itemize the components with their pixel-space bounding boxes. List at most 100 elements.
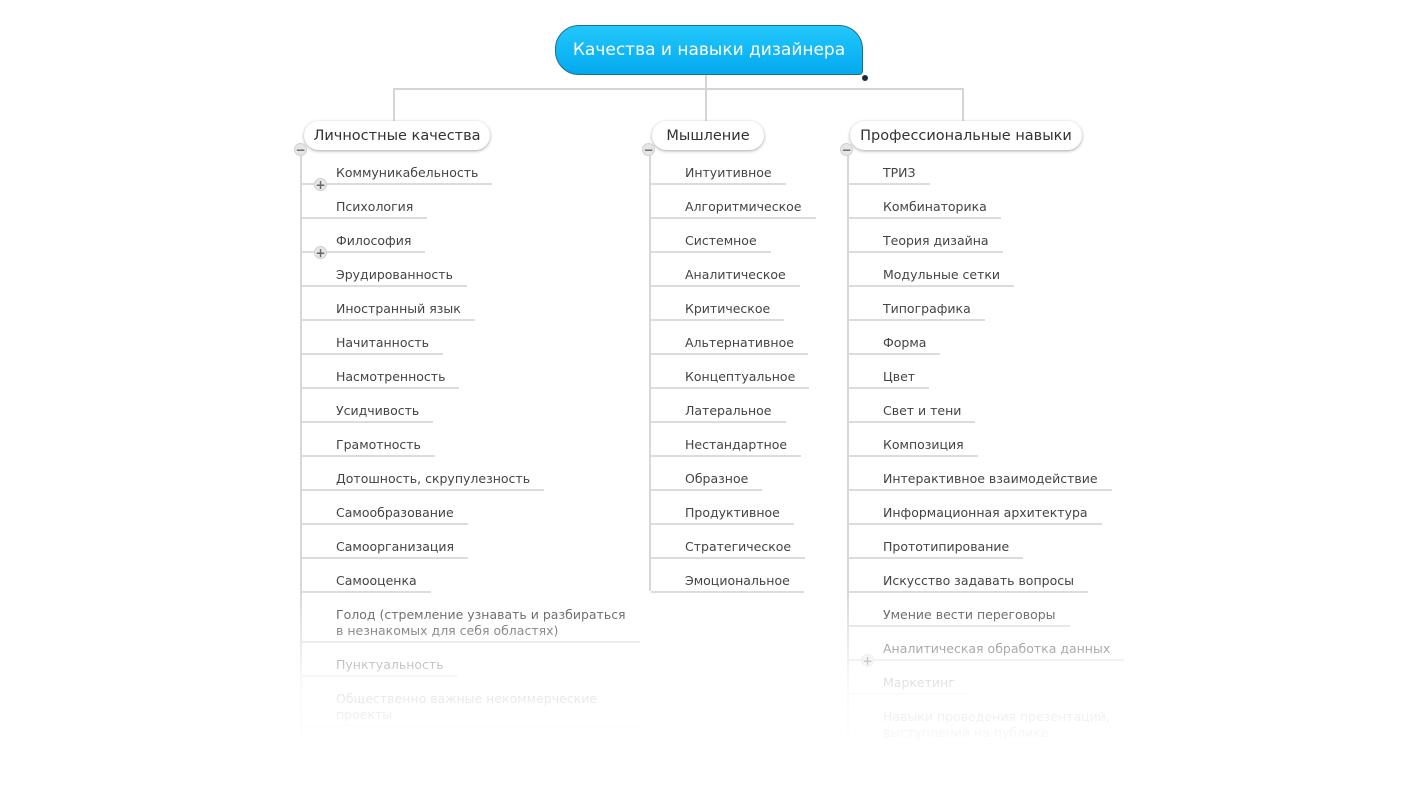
list-item[interactable]: Альтернативное: [651, 335, 808, 355]
root-topic-label: Качества и навыки дизайнера: [572, 40, 846, 60]
item-label: Форма: [883, 335, 927, 350]
root-handle[interactable]: [862, 75, 868, 81]
item-label: Прототипирование: [883, 539, 1010, 554]
list-item[interactable]: Информационная архитектура: [849, 505, 1102, 525]
list-item[interactable]: Иностранный язык: [302, 301, 475, 321]
item-label: Латеральное: [685, 403, 772, 418]
item-label: Образное: [685, 471, 749, 486]
item-label: Комбинаторика: [883, 199, 987, 214]
list-item[interactable]: Концептуальное: [651, 369, 810, 389]
item-label: Информационная архитектура: [883, 505, 1088, 520]
list-item[interactable]: Форма: [849, 335, 941, 355]
list-item[interactable]: Прототипирование: [849, 539, 1024, 559]
list-item[interactable]: Голод (стремление узнавать и разбираться…: [302, 607, 640, 643]
item-label: Интуитивное: [685, 165, 772, 180]
item-label: Алгоритмическое: [685, 199, 802, 214]
list-item[interactable]: Начитанность: [302, 335, 444, 355]
list-item[interactable]: Самоорганизация: [302, 539, 469, 559]
list-item[interactable]: Маркетинг: [849, 675, 969, 695]
list-item[interactable]: Модульные сетки: [849, 267, 1015, 287]
list-item[interactable]: Дотошность, скрупулезность: [302, 471, 545, 491]
list-item[interactable]: Системное: [651, 233, 771, 253]
list-item[interactable]: Аналитическое: [651, 267, 800, 287]
minus-circle-icon[interactable]: −: [840, 143, 853, 157]
item-label: Критическое: [685, 301, 771, 316]
plus-circle-icon[interactable]: +: [314, 246, 327, 260]
list-item[interactable]: Нестандартное: [651, 437, 802, 457]
list-item[interactable]: Типографика: [849, 301, 985, 321]
branch-personal-qualities[interactable]: Личностные качества: [304, 121, 490, 150]
item-label: ТРИЗ: [883, 165, 916, 180]
list-item[interactable]: Интерактивное взаимодействие: [849, 471, 1112, 491]
minus-circle-icon[interactable]: −: [294, 143, 307, 157]
list-item[interactable]: Самообразование: [302, 505, 468, 525]
connector: [705, 75, 707, 90]
item-label: Навыки проведения презентаций, выступлен…: [883, 709, 1110, 740]
list-item[interactable]: Стратегическое: [651, 539, 806, 559]
item-label: Эрудированность: [336, 267, 453, 282]
item-label: Умение вести переговоры: [883, 607, 1056, 622]
item-label: Свет и тени: [883, 403, 962, 418]
item-label: Самооценка: [336, 573, 417, 588]
list-item[interactable]: Композиция: [849, 437, 978, 457]
list-item[interactable]: Насмотренность: [302, 369, 460, 389]
list-item[interactable]: Искусство задавать вопросы: [849, 573, 1088, 593]
list-item[interactable]: Коммуникабельность +: [302, 165, 493, 191]
list-item[interactable]: Свет и тени: [849, 403, 976, 423]
plus-circle-icon[interactable]: +: [314, 178, 327, 192]
list-item[interactable]: Латеральное: [651, 403, 786, 423]
list-item[interactable]: Пунктуальность: [302, 657, 458, 677]
item-label: Альтернативное: [685, 335, 794, 350]
item-label: Голод (стремление узнавать и разбираться…: [336, 607, 626, 638]
list-item[interactable]: Цвет: [849, 369, 930, 389]
list-item[interactable]: Продуктивное: [651, 505, 794, 525]
plus-circle-icon[interactable]: +: [861, 654, 874, 668]
item-label: Цвет: [883, 369, 916, 384]
list-item[interactable]: Философия +: [302, 233, 426, 259]
minus-circle-icon[interactable]: −: [642, 143, 655, 157]
list-item[interactable]: Усидчивость: [302, 403, 434, 423]
item-label: Самообразование: [336, 505, 454, 520]
list-item[interactable]: Эмоциональное: [651, 573, 804, 593]
item-label: Композиция: [883, 437, 964, 452]
list-item[interactable]: Умение вести переговоры: [849, 607, 1070, 627]
item-label: Психология: [336, 199, 414, 214]
list-item[interactable]: Эрудированность: [302, 267, 467, 287]
item-label: Самоорганизация: [336, 539, 455, 554]
item-label: Теория дизайна: [883, 233, 989, 248]
item-label: Типографика: [883, 301, 971, 316]
item-label: Иностранный язык: [336, 301, 461, 316]
item-label: Насмотренность: [336, 369, 446, 384]
list-item[interactable]: Общественно важные некоммерческие проект…: [302, 691, 640, 727]
item-label: Концептуальное: [685, 369, 796, 384]
item-label: Нестандартное: [685, 437, 788, 452]
list-item[interactable]: Навыки проведения презентаций, выступлен…: [849, 709, 1187, 745]
branch-label: Профессиональные навыки: [860, 127, 1072, 144]
list-item[interactable]: Критическое: [651, 301, 785, 321]
items-professional-skills: ТРИЗ Комбинаторика Теория дизайна Модульные…: [847, 151, 1187, 751]
list-item[interactable]: Образное: [651, 471, 763, 491]
root-topic[interactable]: Качества и навыки дизайнера: [555, 25, 863, 75]
item-label: Продуктивное: [685, 505, 780, 520]
list-item[interactable]: Аналитическая обработка данных +: [849, 641, 1125, 667]
list-item[interactable]: Алгоритмическое: [651, 199, 816, 219]
item-label: Коммуникабельность: [336, 165, 479, 180]
list-item[interactable]: Интуитивное: [651, 165, 786, 185]
list-item[interactable]: Грамотность: [302, 437, 435, 457]
list-item[interactable]: ТРИЗ: [849, 165, 930, 185]
branch-thinking[interactable]: Мышление: [652, 121, 764, 150]
item-label: Пунктуальность: [336, 657, 444, 672]
branch-label: Личностные качества: [313, 127, 481, 144]
item-label: Дотошность, скрупулезность: [336, 471, 531, 486]
list-item[interactable]: Психология: [302, 199, 428, 219]
connector: [705, 88, 707, 122]
item-label: Маркетинг: [883, 675, 955, 690]
item-label: Эмоциональное: [685, 573, 790, 588]
connector: [393, 88, 395, 122]
list-item[interactable]: Теория дизайна: [849, 233, 1003, 253]
list-item[interactable]: Самооценка: [302, 573, 431, 593]
item-label: Аналитическое: [685, 267, 786, 282]
item-label: Грамотность: [336, 437, 421, 452]
branch-professional-skills[interactable]: Профессиональные навыки: [850, 121, 1082, 150]
list-item[interactable]: Комбинаторика: [849, 199, 1001, 219]
